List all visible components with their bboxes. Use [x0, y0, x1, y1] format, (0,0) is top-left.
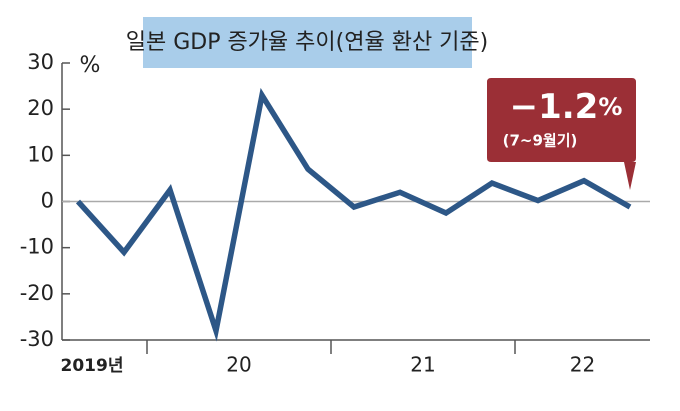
y-tick-label: 30 — [27, 50, 54, 74]
annotation-unit: % — [598, 93, 622, 121]
annotation-subtext: (7~9월기) — [503, 132, 578, 150]
data-line — [75, 87, 632, 342]
annotation-value: −1.2% — [510, 87, 623, 127]
title-background — [143, 17, 472, 68]
x-tick-label: 2019년 — [61, 356, 124, 376]
x-tick-label: 22 — [570, 353, 595, 377]
x-tick-label: 20 — [226, 353, 251, 377]
chart-title: 일본 GDP 증가율 추이(연율 환산 기준) — [126, 30, 489, 55]
annotation-box — [487, 78, 636, 190]
y-tick-label: -30 — [20, 327, 54, 351]
y-tick-label: 20 — [27, 96, 54, 120]
y-unit: % — [80, 53, 101, 78]
x-tick-label: 21 — [410, 353, 435, 377]
y-tick-label: 10 — [27, 142, 54, 166]
y-tick-label: -10 — [20, 235, 54, 259]
y-tick-label: -20 — [20, 281, 54, 305]
y-tick-label: 0 — [41, 189, 54, 213]
annotation-number: −1.2 — [510, 87, 599, 127]
